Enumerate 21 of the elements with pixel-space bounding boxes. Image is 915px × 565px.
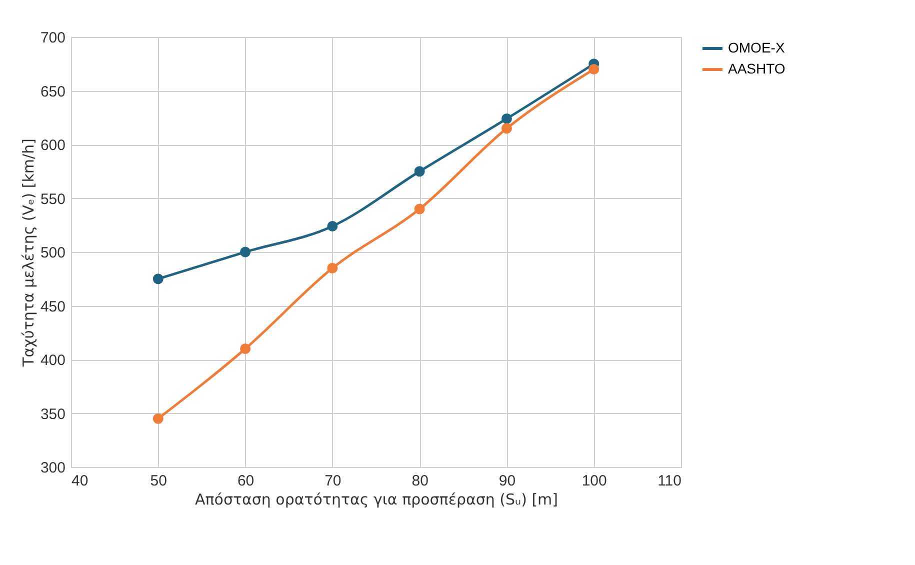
x-axis-title: Απόσταση ορατότητας για προσπέραση (Sᵤ) [m] — [194, 490, 558, 508]
y-tick-label: 700 — [40, 30, 66, 46]
x-tick-label: 80 — [412, 472, 428, 490]
y-tick-label: 300 — [40, 460, 66, 476]
y-tick-label: 600 — [40, 137, 66, 154]
x-tick-label: 110 — [658, 472, 682, 490]
x-tick-label: 90 — [498, 472, 516, 490]
x-tick-label: 60 — [237, 472, 254, 490]
legend-label: AASHTO — [728, 60, 786, 76]
x-tick-label: 100 — [582, 472, 607, 490]
x-tick-label: 70 — [324, 472, 342, 490]
y-tick-label: 450 — [40, 298, 66, 316]
x-tick-label: 50 — [150, 472, 167, 490]
legend-label: OMOE-X — [728, 40, 786, 56]
y-tick-label: 500 — [40, 244, 66, 262]
y-tick-label: 550 — [40, 190, 66, 208]
y-axis-title: Ταχύτητα μελέτης (Vₑ) [km/h] — [19, 138, 38, 368]
x-tick-label: 40 — [72, 472, 88, 490]
y-tick-label: 350 — [40, 406, 66, 423]
y-tick-label: 400 — [40, 352, 66, 369]
y-tick-label: 650 — [40, 83, 66, 100]
